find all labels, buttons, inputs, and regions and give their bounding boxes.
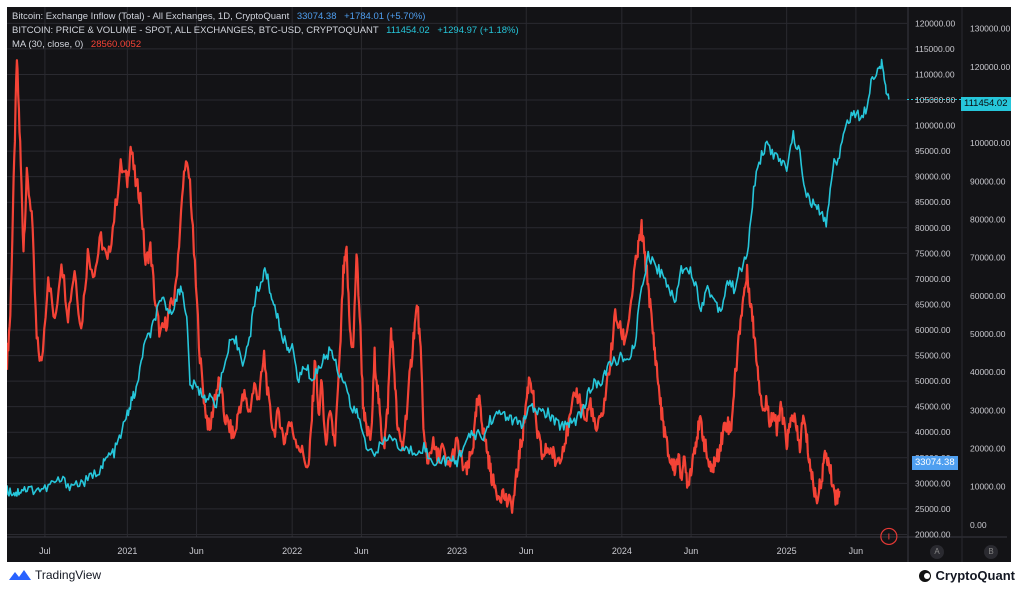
legend-btc-price[interactable]: BITCOIN: PRICE & VOLUME - SPOT, ALL EXCH… [12, 24, 519, 37]
x-tick-label: Jul [39, 546, 51, 556]
y-tick-label-left: 70000.00 [915, 274, 951, 284]
y-tick-label-left: 60000.00 [915, 325, 951, 335]
tradingview-icon [9, 570, 31, 580]
y-tick-label-right: 40000.00 [970, 367, 1006, 377]
y-tick-label-left: 110000.00 [915, 69, 955, 79]
legend-change: +1294.97 (+1.18%) [437, 25, 519, 36]
y-tick-label-right: 80000.00 [970, 215, 1006, 225]
y-tick-label-left: 25000.00 [915, 504, 951, 514]
x-tick-label: 2022 [282, 546, 302, 556]
x-tick-label: 2024 [612, 546, 632, 556]
y-tick-label-left: 45000.00 [915, 402, 951, 412]
x-tick-label: 2021 [117, 546, 137, 556]
y-tick-label-left: 100000.00 [915, 121, 955, 131]
cryptoquant-icon [918, 569, 931, 582]
legend-value: 111454.02 [386, 25, 430, 36]
tradingview-label: TradingView [35, 568, 102, 582]
y-tick-label-left: 95000.00 [915, 146, 951, 156]
y-tick-label-left: 80000.00 [915, 223, 951, 233]
y-tick-label-left: 105000.00 [915, 95, 955, 105]
y-tick-label-right: 60000.00 [970, 291, 1006, 301]
y-tick-label-left: 30000.00 [915, 478, 951, 488]
y-tick-label-left: 40000.00 [915, 427, 951, 437]
y-tick-label-right: 50000.00 [970, 329, 1006, 339]
x-tick-label: 2025 [777, 546, 797, 556]
chart-plot[interactable]: 20000.0025000.0030000.0035000.0040000.00… [7, 7, 1011, 562]
legend-name: BITCOIN: PRICE & VOLUME - SPOT, ALL EXCH… [12, 25, 379, 36]
y-tick-label-left: 85000.00 [915, 197, 951, 207]
cryptoquant-logo[interactable]: CryptoQuant [918, 568, 1015, 583]
y-tick-label-right: 20000.00 [970, 443, 1006, 453]
x-tick-label: Jun [684, 546, 699, 556]
y-tick-label-left: 75000.00 [915, 248, 951, 258]
y-tick-label-left: 55000.00 [915, 351, 951, 361]
x-tick-label: Jun [354, 546, 369, 556]
x-tick-label: Jun [519, 546, 534, 556]
legend-moving-average[interactable]: MA (30, close, 0) 28560.0052 [12, 38, 141, 51]
y-tick-label-left: 120000.00 [915, 18, 955, 28]
y-tick-label-left: 115000.00 [915, 44, 955, 54]
axis-button-b[interactable]: B [984, 545, 998, 559]
tradingview-logo[interactable]: TradingView [9, 568, 101, 582]
x-tick-label: Jun [849, 546, 864, 556]
y-tick-label-left: 50000.00 [915, 376, 951, 386]
x-tick-label: Jun [189, 546, 204, 556]
y-tick-label-right: 100000.00 [970, 138, 1010, 148]
x-tick-label: 2023 [447, 546, 467, 556]
y-tick-label-right: 70000.00 [970, 253, 1006, 263]
y-tick-label-right: 30000.00 [970, 405, 1006, 415]
legend-name: Bitcoin: Exchange Inflow (Total) - All E… [12, 11, 290, 22]
y-tick-label-right: 0.00 [970, 520, 987, 530]
legend-name: MA (30, close, 0) [12, 39, 84, 50]
y-tick-label-right: 120000.00 [970, 62, 1010, 72]
inflow-tag: 33074.38 [912, 456, 958, 470]
price-tag: 111454.02 [961, 97, 1011, 111]
plot-background [7, 7, 1011, 562]
marker-circle [880, 527, 898, 546]
series-line-btc-price [7, 58, 890, 497]
y-tick-label-left: 20000.00 [915, 529, 951, 539]
series-line-exchange-inflow-ma [7, 59, 841, 514]
y-tick-label-right: 90000.00 [970, 176, 1006, 186]
y-tick-label-right: 10000.00 [970, 482, 1006, 492]
cryptoquant-label: CryptoQuant [935, 568, 1015, 583]
legend-exchange-inflow[interactable]: Bitcoin: Exchange Inflow (Total) - All E… [12, 10, 425, 23]
axis-button-a[interactable]: A [930, 545, 944, 559]
legend-value: 28560.0052 [90, 39, 142, 50]
y-tick-label-left: 65000.00 [915, 299, 951, 309]
y-tick-label-right: 130000.00 [970, 24, 1010, 34]
y-tick-label-left: 90000.00 [915, 172, 951, 182]
legend-change: +1784.01 (+5.70%) [344, 11, 426, 22]
legend-value: 33074.38 [296, 11, 337, 22]
